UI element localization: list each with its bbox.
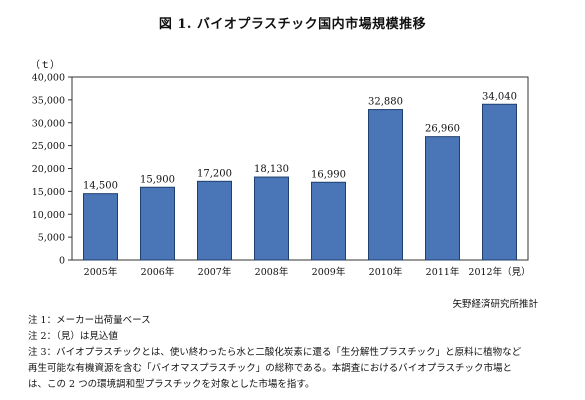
y-tick-label: 20,000 bbox=[32, 164, 65, 175]
x-tick-label: 2009年 bbox=[312, 266, 346, 278]
bar bbox=[368, 109, 403, 261]
bar bbox=[425, 136, 460, 261]
source-credit: 矢野経済研究所推計 bbox=[452, 299, 538, 310]
y-tick-label: 10,000 bbox=[32, 210, 65, 221]
note-3-line-1: 注 3：バイオプラスチックとは、使い終わったら水と二酸化炭素に還る「生分解性プラ… bbox=[28, 347, 522, 358]
bar bbox=[83, 193, 118, 261]
bar bbox=[140, 186, 175, 261]
x-tick-label: 2010年 bbox=[369, 266, 403, 278]
x-tick-label: 2006年 bbox=[141, 266, 175, 278]
y-tick-label: 15,000 bbox=[32, 187, 65, 198]
y-tick-labels: 0 5,000 10,000 15,000 20,000 25,000 30,000 35,0… bbox=[32, 73, 65, 267]
data-labels: 14,500 15,900 17,200 18,130 16,990 32,880 26,9… bbox=[83, 91, 517, 191]
x-tick-labels: 2005年 2006年 2007年 2008年 2009年 2010年 2011年 2012年… bbox=[84, 266, 531, 278]
chart-axes bbox=[68, 76, 529, 261]
note-2: 注 2：（見）は見込値 bbox=[28, 331, 118, 342]
notes: 注 1：メーカー出荷量ベース 注 2：（見）は見込値 注 3：バイオプラスチック… bbox=[28, 313, 568, 393]
x-tick-label: 2007年 bbox=[198, 266, 232, 278]
x-tick-label: 2011年 bbox=[426, 266, 460, 278]
bar-value-label: 14,500 bbox=[83, 181, 118, 192]
chart-title: 図 1. バイオプラスチック国内市場規模推移 bbox=[158, 17, 427, 32]
bar-chart: 0 5,000 10,000 15,000 20,000 25,000 30,000 35,0… bbox=[32, 73, 531, 279]
x-tick-label: 2005年 bbox=[84, 266, 118, 278]
y-tick-label: 5,000 bbox=[38, 233, 65, 244]
note-3-line-2: 再生可能な有機資源を含む「バイオマスプラスチック」の総称である。本調査におけるバ… bbox=[28, 363, 513, 374]
y-tick-label: 35,000 bbox=[32, 95, 65, 106]
note-1: 注 1：メーカー出荷量ベース bbox=[28, 315, 151, 326]
bar bbox=[254, 176, 289, 261]
bar-value-label: 32,880 bbox=[368, 97, 403, 108]
note-3-line-3: は、この 2 つの環境調和型プラスチックを対象とした市場を指す。 bbox=[28, 379, 315, 390]
bar bbox=[197, 180, 232, 261]
bar-value-label: 18,130 bbox=[254, 164, 289, 175]
y-tick-label: 40,000 bbox=[32, 73, 65, 84]
x-tick-label: 2008年 bbox=[255, 266, 289, 278]
y-axis-unit: （ｔ） bbox=[30, 60, 60, 71]
bar-value-label: 16,990 bbox=[311, 169, 346, 180]
bar bbox=[482, 103, 517, 261]
x-tick-label: 2012年（見） bbox=[468, 266, 530, 278]
bar-value-label: 26,960 bbox=[425, 124, 460, 135]
y-tick-label: 30,000 bbox=[32, 118, 65, 129]
bar bbox=[311, 181, 346, 261]
bars bbox=[83, 103, 517, 261]
bar-value-label: 17,200 bbox=[197, 168, 232, 179]
bar-value-label: 15,900 bbox=[140, 174, 175, 185]
y-tick-label: 0 bbox=[59, 256, 65, 267]
y-tick-label: 25,000 bbox=[32, 141, 65, 152]
bar-value-label: 34,040 bbox=[482, 91, 517, 102]
